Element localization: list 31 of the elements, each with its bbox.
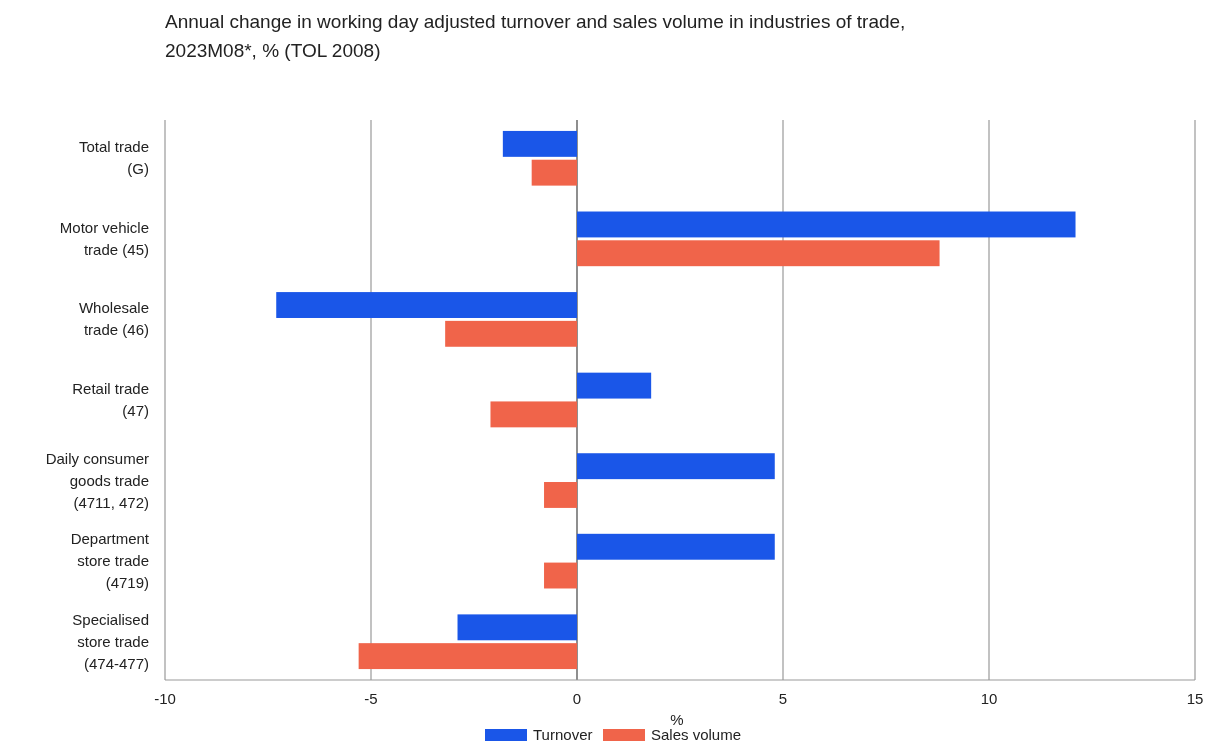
bar [577,453,775,480]
bar [276,292,577,318]
x-axis-title: % [670,711,684,728]
x-tick-label: -5 [364,690,378,707]
bar [577,372,652,399]
x-tick-label: 0 [572,690,582,707]
bar [490,401,577,428]
legend-label: Turnover [533,726,593,743]
bar [544,562,577,589]
chart-title: Annual change in working day adjusted turnover and sales volume in industries of trade, 2023M08*, % (TOL 2008) [165,11,906,61]
y-tick-label: Motor vehicle trade (45) [59,218,149,258]
bar [457,614,577,641]
y-tick-label: Department store trade (4719) [70,530,150,592]
x-tick-label: 5 [778,690,788,707]
x-tick-label: -10 [154,690,176,707]
bar [577,211,1076,238]
x-tick-label: 10 [980,690,998,707]
y-tick-label: Retail trade (47) [72,380,149,419]
bar [577,533,775,560]
y-tick-label: Total trade (G) [78,138,149,178]
y-tick-label: Wholesale trade (46) [78,299,149,339]
y-tick-label: Specialised store trade (474-477) [72,610,149,672]
y-tick-label: Daily consumer goods trade (4711, 472) [45,449,149,511]
bar [544,482,577,508]
bar [531,159,577,186]
legend-label: Sales volume [651,726,742,743]
x-tick-label: 15 [1186,690,1204,707]
bar [445,320,577,347]
bar [577,240,940,267]
bar [502,130,577,157]
bar [358,643,577,670]
